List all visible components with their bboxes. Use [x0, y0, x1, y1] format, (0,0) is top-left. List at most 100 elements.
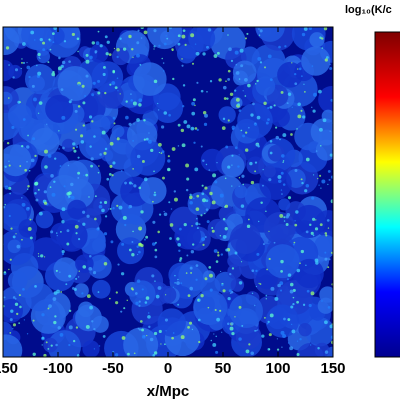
texture-speck	[329, 130, 331, 132]
texture-speck	[225, 80, 227, 83]
texture-blob	[7, 239, 22, 254]
texture-speck	[116, 77, 119, 80]
x-tick-label: 150	[320, 360, 345, 377]
texture-blob	[36, 49, 51, 64]
texture-speck	[53, 27, 57, 30]
texture-speck	[235, 97, 240, 102]
texture-speck	[181, 143, 186, 148]
texture-blob	[317, 297, 333, 314]
texture-blob	[78, 128, 111, 161]
texture-speck	[34, 191, 37, 195]
texture-speck	[116, 204, 119, 207]
texture-speck	[317, 347, 320, 350]
texture-speck	[14, 302, 19, 306]
texture-blob	[91, 315, 109, 333]
texture-speck	[200, 214, 203, 217]
texture-speck	[267, 54, 272, 59]
texture-speck	[177, 145, 180, 147]
texture-speck	[268, 257, 271, 261]
texture-speck	[319, 127, 323, 132]
texture-speck	[162, 176, 165, 180]
texture-speck	[155, 294, 160, 299]
texture-blob	[227, 254, 241, 268]
texture-speck	[212, 173, 217, 178]
texture-speck	[262, 243, 265, 246]
texture-speck	[139, 63, 142, 66]
texture-speck	[200, 89, 204, 93]
texture-speck	[61, 220, 65, 224]
texture-speck	[209, 191, 213, 196]
texture-speck	[103, 262, 108, 266]
texture-speck	[330, 175, 333, 179]
texture-speck	[189, 266, 193, 270]
texture-speck	[177, 123, 181, 127]
texture-speck	[268, 333, 272, 337]
texture-speck	[324, 257, 328, 261]
texture-speck	[141, 288, 144, 291]
texture-speck	[130, 99, 133, 102]
colorbar-label: log₁₀(K/c	[345, 4, 392, 16]
texture-speck	[251, 292, 254, 295]
texture-speck	[82, 265, 87, 269]
texture-speck	[265, 121, 269, 125]
texture-speck	[104, 35, 108, 39]
texture-speck	[197, 299, 200, 301]
texture-blob	[67, 199, 87, 220]
texture-blob	[30, 127, 60, 157]
texture-speck	[56, 289, 60, 294]
texture-speck	[134, 292, 138, 295]
texture-speck	[112, 70, 116, 74]
texture-speck	[256, 252, 260, 256]
texture-speck	[97, 227, 100, 230]
texture-speck	[8, 214, 11, 218]
texture-speck	[132, 168, 134, 170]
texture-speck	[240, 261, 243, 263]
texture-speck	[88, 196, 90, 198]
texture-speck	[283, 216, 286, 219]
texture-speck	[216, 51, 220, 55]
texture-speck	[266, 322, 269, 325]
texture-speck	[147, 139, 152, 144]
texture-blob	[3, 59, 15, 82]
texture-speck	[89, 55, 93, 60]
texture-speck	[37, 253, 40, 255]
texture-speck	[308, 27, 313, 31]
texture-speck	[49, 186, 52, 188]
texture-speck	[234, 89, 237, 92]
texture-speck	[298, 67, 302, 71]
texture-speck	[107, 208, 110, 210]
texture-speck	[34, 154, 37, 158]
texture-speck	[283, 220, 286, 222]
texture-speck	[160, 343, 162, 345]
texture-speck	[196, 227, 199, 230]
texture-speck	[153, 29, 157, 33]
texture-speck	[282, 160, 285, 162]
x-tick-label: 0	[164, 360, 172, 377]
texture-speck	[28, 169, 31, 172]
texture-speck	[231, 267, 235, 270]
texture-speck	[138, 250, 141, 254]
texture-speck	[10, 227, 13, 230]
texture-speck	[287, 342, 290, 344]
texture-speck	[200, 145, 203, 148]
texture-speck	[173, 197, 178, 202]
texture-speck	[22, 61, 26, 64]
texture-blob	[229, 223, 261, 255]
texture-speck	[61, 207, 66, 212]
texture-speck	[157, 286, 162, 290]
texture-speck	[303, 83, 305, 85]
texture-speck	[77, 50, 79, 53]
texture-blob	[128, 280, 156, 307]
texture-speck	[292, 243, 295, 246]
texture-speck	[128, 248, 132, 252]
texture-speck	[74, 224, 79, 229]
texture-speck	[300, 178, 303, 181]
texture-speck	[21, 197, 23, 199]
texture-speck	[148, 132, 150, 134]
texture-speck	[311, 196, 315, 200]
texture-speck	[157, 109, 160, 111]
texture-speck	[110, 240, 114, 244]
texture-speck	[77, 171, 81, 175]
texture-speck	[119, 37, 122, 40]
